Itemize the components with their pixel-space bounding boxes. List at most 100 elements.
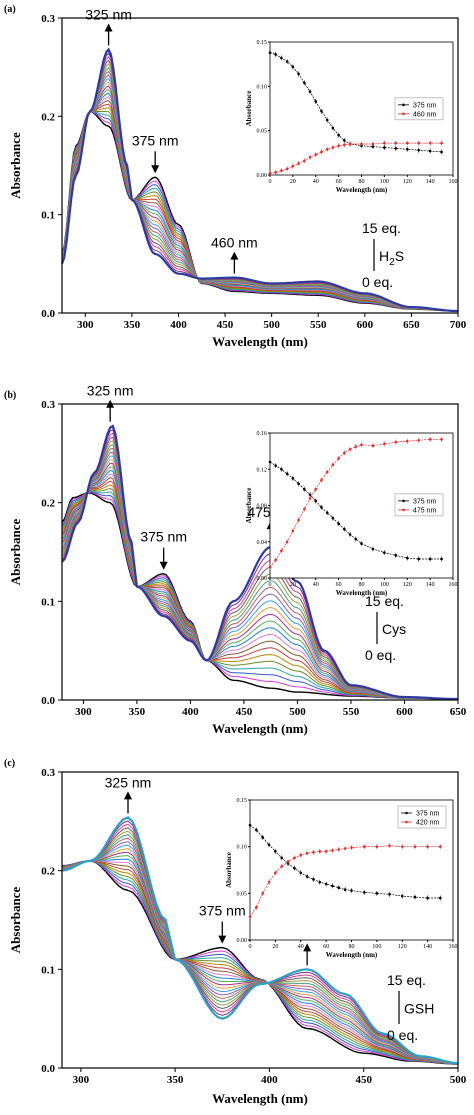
inset-y-tick-label: 0.00 bbox=[237, 938, 248, 944]
y-tick-label: 0.3 bbox=[41, 767, 55, 779]
inset-series-line bbox=[249, 824, 441, 899]
peak-annotation: 375 nm bbox=[132, 132, 179, 148]
inset-x-tick-label: 100 bbox=[380, 179, 389, 185]
arrow-head bbox=[151, 165, 160, 174]
spectrum-curves bbox=[60, 47, 458, 313]
inset-y-tick-label: 0.12 bbox=[257, 467, 268, 473]
x-tick-label: 400 bbox=[170, 319, 187, 331]
peak-annotation: 375 nm bbox=[140, 529, 187, 545]
inset-y-tick-label: 0.10 bbox=[257, 84, 268, 90]
arrow-head bbox=[230, 251, 239, 260]
inset-x-tick-label: 160 bbox=[449, 944, 458, 950]
inset-x-tick-label: 80 bbox=[359, 582, 365, 588]
legend-box bbox=[394, 493, 444, 517]
inset-plot: 0 20 40 60 80 100 120 140 160 0.00 0.05 0.10 0.15 Wav… bbox=[225, 798, 458, 959]
arrow-head bbox=[106, 399, 115, 408]
x-tick-label: 650 bbox=[403, 319, 420, 331]
titration-analyte: Cys bbox=[382, 621, 406, 637]
chart-panel-3: (c)300 350 400 450 5000.00.10.20.3Wavelength… bbox=[4, 758, 467, 1106]
inset-y-tick-label: 0.04 bbox=[257, 540, 268, 546]
y-tick-label: 0.2 bbox=[41, 866, 55, 878]
inset-x-axis-label: Wavelength (nm) bbox=[336, 589, 388, 597]
inset-x-tick-label: 100 bbox=[380, 582, 389, 588]
inset-x-tick-label: 60 bbox=[336, 179, 342, 185]
panel-label: (c) bbox=[4, 758, 15, 769]
y-tick-label: 0.2 bbox=[41, 111, 55, 123]
inset-x-tick-label: 140 bbox=[423, 944, 432, 950]
inset-x-tick-label: 120 bbox=[398, 944, 407, 950]
inset-y-tick-label: 0.00 bbox=[257, 173, 268, 179]
inset-x-tick-label: 120 bbox=[403, 179, 412, 185]
x-tick-label: 500 bbox=[263, 319, 280, 331]
arrow-head bbox=[124, 791, 132, 800]
inset-y-tick-label: 0.15 bbox=[237, 798, 248, 804]
y-tick-label: 0.1 bbox=[41, 210, 55, 222]
inset-legend: 375 nm 460 nm bbox=[394, 97, 444, 121]
inset-y-axis-label: Absorbance bbox=[225, 852, 233, 888]
x-tick-label: 350 bbox=[124, 319, 141, 331]
chart-panel-1: (a)300 350 400 450 500 550 600 650 7000.00.10.20… bbox=[4, 4, 467, 349]
titration-min: 0 eq. bbox=[365, 647, 396, 663]
peak-annotation: 375 nm bbox=[199, 903, 246, 919]
inset-x-tick-label: 100 bbox=[372, 944, 381, 950]
legend-entry: 375 nm bbox=[413, 102, 437, 109]
x-tick-label: 300 bbox=[77, 319, 94, 331]
inset-x-tick-label: 20 bbox=[290, 179, 296, 185]
spectrum-curve bbox=[61, 424, 458, 701]
legend-marker bbox=[402, 499, 405, 503]
legend-entry: 375 nm bbox=[416, 811, 440, 818]
inset-x-tick-label: 140 bbox=[426, 582, 435, 588]
inset-series-line bbox=[269, 461, 442, 560]
inset-plot: 0 20 40 60 80 100 120 140 160 0.00 0.04 0.08 0.12 0.1… bbox=[245, 431, 458, 597]
inset-x-tick-label: 120 bbox=[403, 582, 412, 588]
x-tick-label: 350 bbox=[129, 706, 146, 718]
x-tick-label: 350 bbox=[167, 1074, 184, 1086]
legend-entry: 475 nm bbox=[413, 507, 437, 514]
peak-annotation: 325 nm bbox=[85, 6, 132, 22]
spectrum-curves bbox=[61, 424, 458, 701]
inset-series-line bbox=[249, 845, 441, 917]
x-tick-label: 550 bbox=[343, 706, 360, 718]
inset-x-tick-label: 40 bbox=[313, 582, 319, 588]
inset-x-tick-label: 80 bbox=[349, 944, 355, 950]
chart-panel-2: (b)300 350 400 450 500 550 600 6500.00.10.20.3W… bbox=[4, 383, 467, 736]
inset-plot: 0 20 40 60 80 100 120 140 160 0.00 0.05 0.10 0.15 Wav… bbox=[245, 40, 458, 194]
inset-x-tick-label: 160 bbox=[449, 179, 458, 185]
inset-x-tick-label: 0 bbox=[269, 582, 272, 588]
legend-box bbox=[397, 805, 447, 829]
inset-x-tick-label: 140 bbox=[426, 179, 435, 185]
inset-x-tick-label: 20 bbox=[272, 944, 278, 950]
inset-x-axis-label: Wavelength (nm) bbox=[326, 951, 378, 959]
legend-marker bbox=[405, 820, 408, 824]
legend-entry: 460 nm bbox=[413, 111, 437, 118]
titration-analyte: H2S bbox=[379, 248, 404, 268]
legend-entry: 420 nm bbox=[416, 820, 440, 827]
y-tick-label: 0.3 bbox=[41, 399, 55, 411]
inset-y-tick-label: 0.05 bbox=[237, 891, 248, 897]
inset-x-tick-label: 20 bbox=[290, 582, 296, 588]
titration-analyte: GSH bbox=[404, 1001, 434, 1017]
x-tick-label: 600 bbox=[357, 319, 374, 331]
legend-marker bbox=[402, 103, 405, 107]
inset-legend: 375 nm 420 nm bbox=[397, 805, 447, 829]
inset-y-tick-label: 0.05 bbox=[257, 129, 268, 135]
x-tick-label: 400 bbox=[261, 1074, 278, 1086]
y-axis-label: Absorbance bbox=[8, 132, 23, 199]
peak-annotation: 460 nm bbox=[211, 235, 258, 251]
arrow-head bbox=[104, 23, 113, 32]
y-axis-label: Absorbance bbox=[8, 887, 23, 954]
arrow-head bbox=[159, 561, 168, 570]
titration-min: 0 eq. bbox=[362, 274, 393, 290]
inset-y-axis-label: Absorbance bbox=[245, 91, 253, 127]
y-tick-label: 0.0 bbox=[41, 1063, 55, 1075]
legend-entry: 375 nm bbox=[413, 498, 437, 505]
legend-marker bbox=[402, 112, 405, 116]
x-tick-label: 300 bbox=[75, 706, 92, 718]
inset-x-tick-label: 60 bbox=[323, 944, 329, 950]
plot-frame bbox=[61, 17, 459, 314]
inset-y-tick-label: 0.15 bbox=[257, 40, 268, 46]
arrow-head bbox=[218, 935, 227, 944]
x-axis-label: Wavelength (nm) bbox=[212, 334, 308, 349]
